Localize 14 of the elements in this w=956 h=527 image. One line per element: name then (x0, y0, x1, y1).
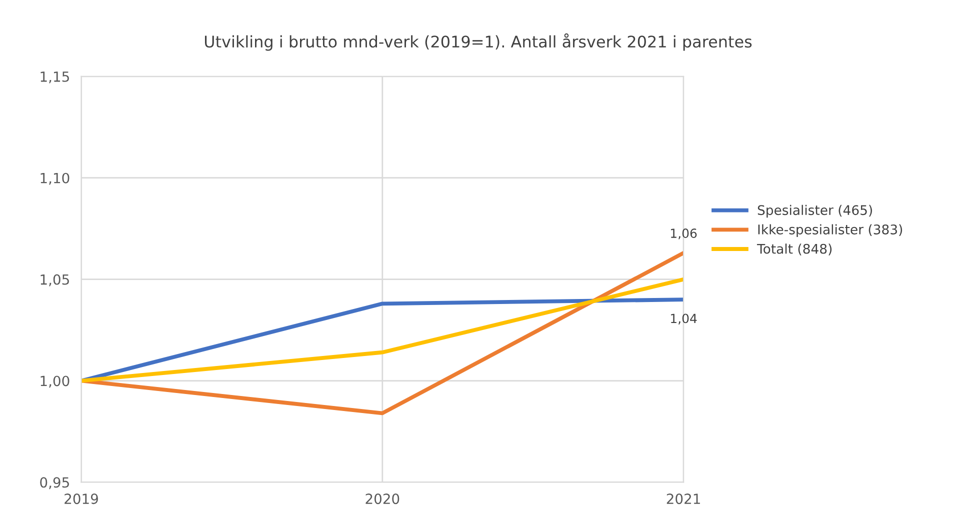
x-tick-label: 2020 (366, 494, 400, 504)
y-tick-label: 1,05 (40, 274, 69, 286)
legend-label: Ikke-spesialister (383) (758, 224, 902, 237)
chart-title: Utvikling i brutto mnd-verk (2019=1). Antall årsverk 2021 i parentes (204, 33, 752, 51)
legend-label: Totalt (848) (756, 244, 832, 256)
x-tick-label: 2019 (64, 494, 98, 504)
x-tick-label: 2021 (666, 494, 700, 504)
data-label: 1,04 (670, 314, 697, 324)
y-tick-label: 1,10 (40, 172, 70, 185)
y-tick-label: 1,15 (40, 72, 69, 84)
y-tick-label: 0,95 (40, 477, 69, 490)
legend-label: Spesialister (465) (758, 204, 872, 218)
data-label: 1,06 (670, 228, 697, 240)
y-tick-label: 1,00 (40, 376, 70, 388)
